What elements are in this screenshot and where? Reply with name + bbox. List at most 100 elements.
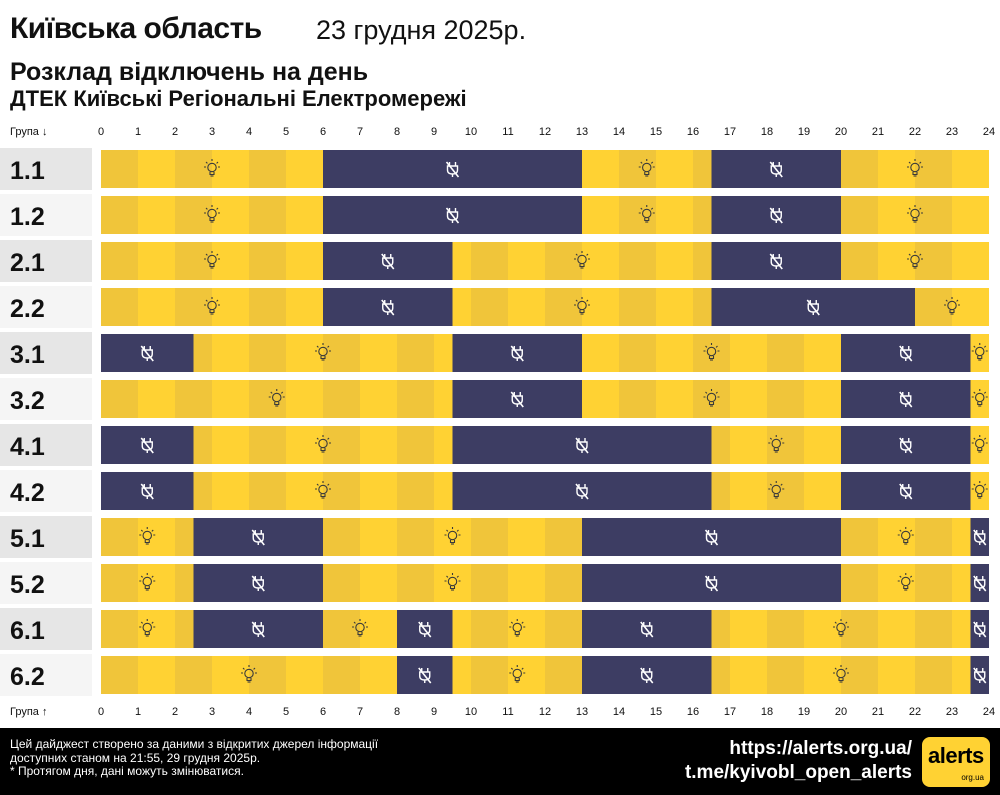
power-on-cell: [767, 426, 804, 464]
slash: [140, 483, 154, 500]
tick-label: 10: [465, 706, 477, 718]
power-on-cell: [693, 380, 730, 418]
power-off-icon: [899, 391, 913, 408]
power-on-cell: [323, 610, 360, 648]
tick-label: 22: [909, 126, 921, 138]
slash: [251, 575, 265, 592]
power-on-cell: [101, 242, 138, 280]
light-bulb-icon: [768, 435, 785, 453]
tick-label: 9: [431, 706, 437, 718]
power-on-cell: [360, 564, 397, 602]
bulb-rays: [315, 435, 331, 444]
bulb-rays: [574, 251, 590, 260]
power-on-cell: [286, 150, 323, 188]
bulb-glass: [975, 392, 985, 403]
power-on-cell: [249, 656, 286, 694]
power-on-cell: [138, 656, 175, 694]
bulb-base: [579, 310, 585, 314]
power-off-icon: [251, 621, 265, 638]
plug-shape: [419, 622, 431, 637]
power-on-cell: [101, 150, 138, 188]
power-on-cell: [970, 334, 989, 372]
bulb-glass: [318, 484, 328, 495]
tick-label: 3: [209, 126, 215, 138]
bulb-rays: [352, 619, 368, 628]
power-on-cell: [249, 380, 286, 418]
tick-label: 14: [613, 706, 625, 718]
group-label: 1.2: [10, 203, 45, 231]
bulb-base: [449, 586, 456, 590]
slash: [251, 621, 265, 638]
row-label-bg: [0, 148, 92, 190]
bulb-rays: [907, 159, 923, 168]
plug-shape: [900, 484, 912, 499]
power-on-cell: [212, 656, 249, 694]
bulb-base: [209, 310, 215, 314]
power-on-cell: [767, 656, 804, 694]
power-on-cell: [212, 380, 249, 418]
power-on-cell: [286, 288, 323, 326]
power-on-cell: [471, 610, 508, 648]
light-bulb-icon: [574, 297, 590, 315]
power-off-icon: [445, 161, 460, 178]
telegram-link[interactable]: t.me/kyivobl_open_alerts: [684, 762, 912, 783]
power-on-cell: [249, 472, 286, 510]
power-on-cell: [323, 564, 360, 602]
power-off-icon: [381, 299, 395, 316]
power-on-cell: [249, 288, 286, 326]
slash: [973, 667, 987, 684]
bulb-rays: [768, 481, 785, 490]
power-on-cell: [323, 472, 360, 510]
slash: [704, 575, 719, 592]
power-on-cell: [841, 656, 878, 694]
power-on-cell: [508, 564, 545, 602]
tick-label: 18: [761, 706, 773, 718]
tick-label: 24: [983, 706, 995, 718]
tick-label: 9: [431, 126, 437, 138]
bulb-base: [912, 218, 918, 222]
slash: [381, 253, 395, 270]
tick-label: 2: [172, 706, 178, 718]
light-bulb-icon: [971, 343, 988, 361]
power-on-cell: [582, 242, 619, 280]
power-on-cell: [711, 472, 730, 510]
footer-note-line: * Протягом дня, дані можуть змінюватися.: [10, 764, 244, 778]
tick-label: 22: [909, 706, 921, 718]
power-on-cell: [767, 610, 804, 648]
power-off-icon: [899, 437, 913, 454]
group-row: 1.2: [0, 192, 1000, 238]
power-on-cell: [360, 610, 397, 648]
group-label: 2.1: [10, 249, 45, 277]
power-on-cell: [730, 472, 767, 510]
light-bulb-icon: [204, 159, 220, 177]
bulb-base: [209, 264, 215, 268]
power-on-cell: [138, 288, 175, 326]
tick-label: 17: [724, 706, 736, 718]
light-bulb-icon: [897, 527, 914, 545]
tick-label: 6: [320, 706, 326, 718]
plug-shape: [252, 622, 264, 637]
plug-shape: [252, 576, 264, 591]
tick-label: 5: [283, 126, 289, 138]
power-on-cell: [212, 196, 249, 234]
power-off-icon: [418, 621, 432, 638]
bulb-base: [209, 172, 215, 176]
power-off-icon: [140, 483, 154, 500]
tick-label: 6: [320, 126, 326, 138]
bulb-base: [449, 540, 456, 544]
power-on-cell: [286, 334, 323, 372]
bulb-glass: [901, 530, 911, 541]
slash: [899, 437, 913, 454]
power-on-cell: [360, 380, 397, 418]
row-label-bg: [0, 470, 92, 512]
tick-label: 17: [724, 126, 736, 138]
power-on-cell: [841, 610, 878, 648]
power-on-cell: [397, 380, 434, 418]
site-link[interactable]: https://alerts.org.ua/: [729, 738, 912, 759]
group-row: 2.2: [0, 284, 1000, 330]
power-on-cell: [545, 656, 582, 694]
axis-label: Група ↑: [10, 706, 47, 718]
light-bulb-icon: [315, 343, 331, 361]
plug-shape: [900, 392, 912, 407]
power-on-cell: [452, 242, 471, 280]
